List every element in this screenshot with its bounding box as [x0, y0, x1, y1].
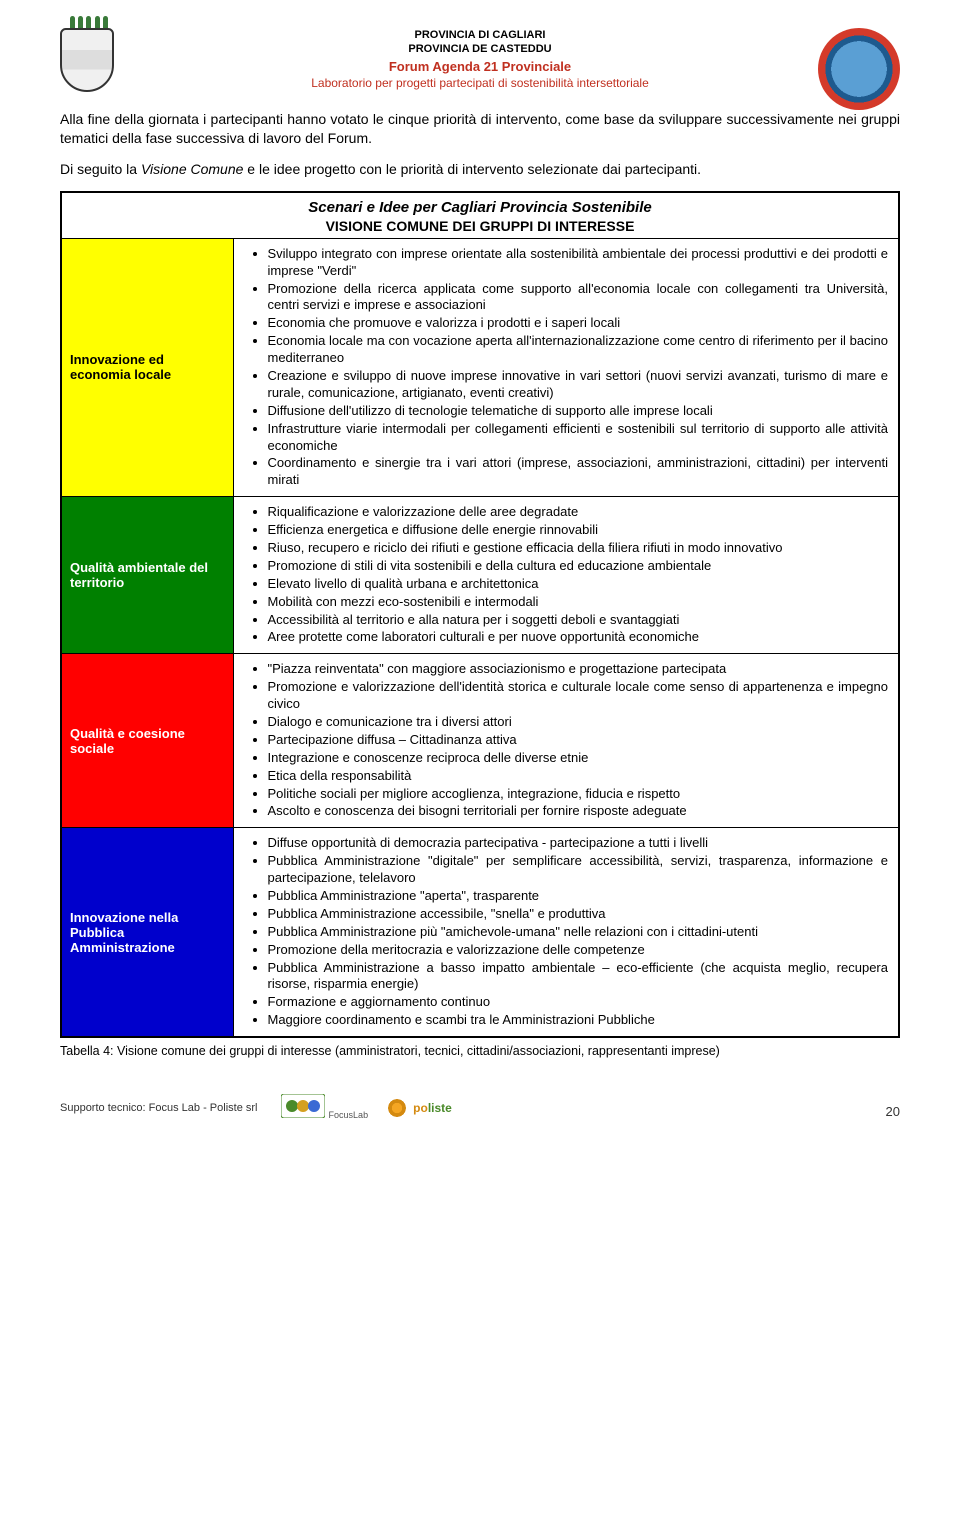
page-number: 20: [886, 1104, 900, 1119]
vision-bullet-item: Politiche sociali per migliore accoglien…: [268, 786, 889, 803]
vision-bullet-list: Sviluppo integrato con imprese orientate…: [244, 246, 889, 489]
vision-bullet-item: Accessibilità al territorio e alla natur…: [268, 612, 889, 629]
intro-p2-pre: Di seguito la: [60, 161, 141, 177]
page-footer: Supporto tecnico: Focus Lab - Poliste sr…: [60, 1094, 900, 1121]
vision-bullet-item: Ascolto e conoscenza dei bisogni territo…: [268, 803, 889, 820]
vision-bullet-item: Economia locale ma con vocazione aperta …: [268, 333, 889, 367]
vision-bullets-cell: Riqualificazione e valorizzazione delle …: [233, 497, 899, 654]
poliste-text-po: po: [413, 1101, 428, 1115]
vision-bullet-item: Efficienza energetica e diffusione delle…: [268, 522, 889, 539]
vision-category-cell: Innovazione nella Pubblica Amministrazio…: [61, 828, 233, 1037]
vision-bullet-item: "Piazza reinventata" con maggiore associ…: [268, 661, 889, 678]
vision-bullets-cell: Sviluppo integrato con imprese orientate…: [233, 238, 899, 496]
vision-bullet-item: Elevato livello di qualità urbana e arch…: [268, 576, 889, 593]
intro-paragraph-1: Alla fine della giornata i partecipanti …: [60, 110, 900, 148]
vision-row: Qualità e coesione sociale "Piazza reinve…: [61, 654, 899, 828]
vision-row: Qualità ambientale del territorio Riquali…: [61, 497, 899, 654]
header-org-line2: PROVINCIA DE CASTEDDU: [311, 42, 649, 56]
vision-title-line1: Scenari e Idee per Cagliari Provincia So…: [66, 199, 894, 216]
focuslab-text: FocusLab: [329, 1110, 369, 1120]
vision-bullets-cell: "Piazza reinventata" con maggiore associ…: [233, 654, 899, 828]
vision-bullet-item: Economia che promuove e valorizza i prod…: [268, 315, 889, 332]
vision-bullet-item: Diffuse opportunità di democrazia partec…: [268, 835, 889, 852]
vision-bullet-item: Pubblica Amministrazione accessibile, "s…: [268, 906, 889, 923]
vision-bullet-item: Mobilità con mezzi eco-sostenibili e int…: [268, 594, 889, 611]
vision-bullet-item: Promozione della ricerca applicata come …: [268, 281, 889, 315]
header-org-line1: PROVINCIA DI CAGLIARI: [311, 28, 649, 42]
vision-category-cell: Qualità ambientale del territorio: [61, 497, 233, 654]
vision-bullet-item: Promozione della meritocrazia e valorizz…: [268, 942, 889, 959]
document-page: PROVINCIA DI CAGLIARI PROVINCIA DE CASTE…: [0, 0, 960, 1139]
vision-category-cell: Qualità e coesione sociale: [61, 654, 233, 828]
vision-row: Innovazione nella Pubblica Amministrazio…: [61, 828, 899, 1037]
vision-bullet-item: Coordinamento e sinergie tra i vari atto…: [268, 455, 889, 489]
header-subtitle: Laboratorio per progetti partecipati di …: [311, 76, 649, 92]
vision-bullet-list: Riqualificazione e valorizzazione delle …: [244, 504, 889, 646]
focuslab-logo: FocusLab: [281, 1094, 368, 1121]
vision-bullet-item: Maggiore coordinamento e scambi tra le A…: [268, 1012, 889, 1029]
vision-category-cell: Innovazione ed economia locale: [61, 238, 233, 496]
vision-bullet-item: Promozione e valorizzazione dell'identit…: [268, 679, 889, 713]
vision-row: Innovazione ed economia locale Sviluppo i…: [61, 238, 899, 496]
poliste-dot-icon: [388, 1099, 406, 1117]
vision-bullet-item: Promozione di stili di vita sostenibili …: [268, 558, 889, 575]
footer-support-text: Supporto tecnico: Focus Lab - Poliste sr…: [60, 1102, 257, 1114]
vision-bullet-item: Pubblica Amministrazione più "amichevole…: [268, 924, 889, 941]
vision-bullet-item: Pubblica Amministrazione a basso impatto…: [268, 960, 889, 994]
vision-bullet-item: Dialogo e comunicazione tra i diversi at…: [268, 714, 889, 731]
vision-table: Scenari e Idee per Cagliari Provincia So…: [60, 191, 900, 1038]
vision-bullets-cell: Diffuse opportunità di democrazia partec…: [233, 828, 899, 1037]
header-forum-title: Forum Agenda 21 Provinciale: [311, 59, 649, 76]
vision-bullet-list: Diffuse opportunità di democrazia partec…: [244, 835, 889, 1029]
vision-bullet-item: Diffusione dell'utilizzo di tecnologie t…: [268, 403, 889, 420]
table-caption: Tabella 4: Visione comune dei gruppi di …: [60, 1044, 900, 1058]
vision-bullet-item: Pubblica Amministrazione "digitale" per …: [268, 853, 889, 887]
vision-bullet-item: Etica della responsabilità: [268, 768, 889, 785]
vision-bullet-item: Aree protette come laboratori culturali …: [268, 629, 889, 646]
header-text-block: PROVINCIA DI CAGLIARI PROVINCIA DE CASTE…: [311, 28, 649, 92]
vision-bullet-item: Sviluppo integrato con imprese orientate…: [268, 246, 889, 280]
vision-bullet-item: Partecipazione diffusa – Cittadinanza at…: [268, 732, 889, 749]
vision-title-row: Scenari e Idee per Cagliari Provincia So…: [61, 192, 899, 239]
poliste-logo: poliste: [388, 1099, 452, 1117]
poliste-text-liste: liste: [428, 1101, 452, 1115]
agenda21-logo: [818, 28, 900, 110]
vision-bullet-item: Pubblica Amministrazione "aperta", trasp…: [268, 888, 889, 905]
page-header: PROVINCIA DI CAGLIARI PROVINCIA DE CASTE…: [60, 28, 900, 92]
vision-bullet-item: Creazione e sviluppo di nuove imprese in…: [268, 368, 889, 402]
provincia-crest-logo: [60, 28, 120, 108]
vision-bullet-item: Infrastrutture viarie intermodali per co…: [268, 421, 889, 455]
vision-title-line2: VISIONE COMUNE DEI GRUPPI DI INTERESSE: [66, 218, 894, 234]
vision-bullet-item: Riuso, recupero e riciclo dei rifiuti e …: [268, 540, 889, 557]
intro-paragraph-2: Di seguito la Visione Comune e le idee p…: [60, 160, 900, 179]
vision-bullet-item: Riqualificazione e valorizzazione delle …: [268, 504, 889, 521]
vision-bullet-item: Integrazione e conoscenze reciproca dell…: [268, 750, 889, 767]
vision-bullet-item: Formazione e aggiornamento continuo: [268, 994, 889, 1011]
vision-bullet-list: "Piazza reinventata" con maggiore associ…: [244, 661, 889, 820]
intro-p2-emph: Visione Comune: [141, 161, 243, 177]
intro-p2-post: e le idee progetto con le priorità di in…: [243, 161, 701, 177]
